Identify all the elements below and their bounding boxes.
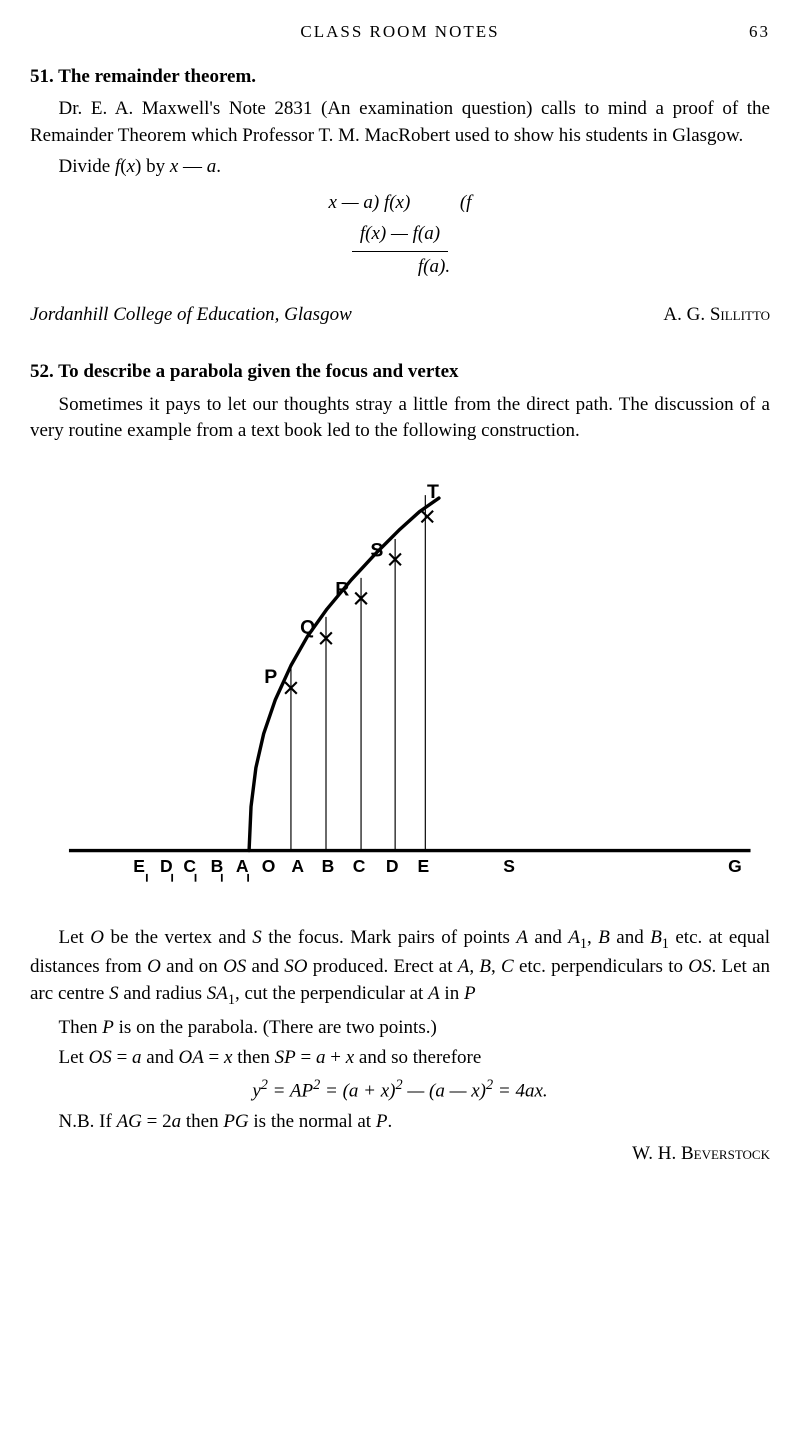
math-line-2: f(x) — f(a) bbox=[30, 219, 770, 252]
header-title: CLASS ROOM NOTES bbox=[70, 20, 730, 44]
svg-text:D: D bbox=[386, 856, 399, 876]
svg-text:O: O bbox=[262, 856, 276, 876]
running-header: CLASS ROOM NOTES 63 bbox=[30, 20, 770, 44]
section-52-para-after-1: Let O be the vertex and S the focus. Mar… bbox=[30, 925, 770, 1011]
math-line-1: x — a) f(x) (f bbox=[30, 188, 770, 218]
math-l3-text: f(a). bbox=[418, 256, 450, 277]
svg-text:D: D bbox=[160, 856, 173, 876]
header-pad bbox=[30, 20, 70, 44]
section-51-title: 51. The remainder theorem. bbox=[30, 64, 770, 91]
section-51-para-1: Dr. E. A. Maxwell's Note 2831 (An examin… bbox=[30, 96, 770, 149]
svg-text:E: E bbox=[418, 856, 430, 876]
svg-text:E: E bbox=[133, 856, 145, 876]
section-52-nb: N.B. If AG = 2a then PG is the normal at… bbox=[30, 1109, 770, 1136]
svg-text:P: P bbox=[264, 666, 277, 688]
math-l1-right: (f bbox=[460, 192, 472, 213]
svg-text:B: B bbox=[322, 856, 335, 876]
svg-text:S: S bbox=[370, 539, 383, 561]
svg-text:C: C bbox=[183, 856, 196, 876]
svg-text:T: T bbox=[427, 481, 439, 503]
section-52-para-after-2: Then P is on the parabola. (There are tw… bbox=[30, 1015, 770, 1042]
svg-text:Q: Q bbox=[300, 616, 315, 638]
svg-text:G: G bbox=[728, 856, 742, 876]
affiliation-51: Jordanhill College of Education, Glasgow bbox=[30, 302, 352, 329]
math-l2-text: f(x) — f(a) bbox=[352, 219, 448, 252]
svg-text:R: R bbox=[335, 578, 349, 600]
author-52: W. H. Beverstock bbox=[30, 1141, 770, 1168]
math-block-51: x — a) f(x) (f f(x) — f(a) f(a). bbox=[30, 188, 770, 282]
section-52-para-after-3: Let OS = a and OA = x then SP = a + x an… bbox=[30, 1045, 770, 1072]
math-l1-left: x — a) f(x) bbox=[329, 192, 411, 213]
section-52-para-1: Sometimes it pays to let our thoughts st… bbox=[30, 392, 770, 445]
math-line-3: f(a). bbox=[30, 252, 770, 282]
svg-text:A: A bbox=[291, 856, 304, 876]
diagram-svg: PQRSTEDCBAOABCDESG bbox=[30, 465, 770, 905]
page-number: 63 bbox=[730, 20, 770, 44]
svg-text:C: C bbox=[353, 856, 366, 876]
svg-text:S: S bbox=[503, 856, 515, 876]
equation-52: y2 = AP2 = (a + x)2 — (a — x)2 = 4ax. bbox=[30, 1076, 770, 1105]
svg-text:A: A bbox=[236, 856, 249, 876]
author-51: A. G. Sillitto bbox=[663, 302, 770, 329]
section-52-title: 52. To describe a parabola given the foc… bbox=[30, 359, 770, 386]
affiliation-row-51: Jordanhill College of Education, Glasgow… bbox=[30, 302, 770, 329]
svg-text:B: B bbox=[211, 856, 224, 876]
section-51-divide: Divide f(x) by x — a. bbox=[30, 154, 770, 181]
parabola-diagram: PQRSTEDCBAOABCDESG bbox=[30, 465, 770, 905]
